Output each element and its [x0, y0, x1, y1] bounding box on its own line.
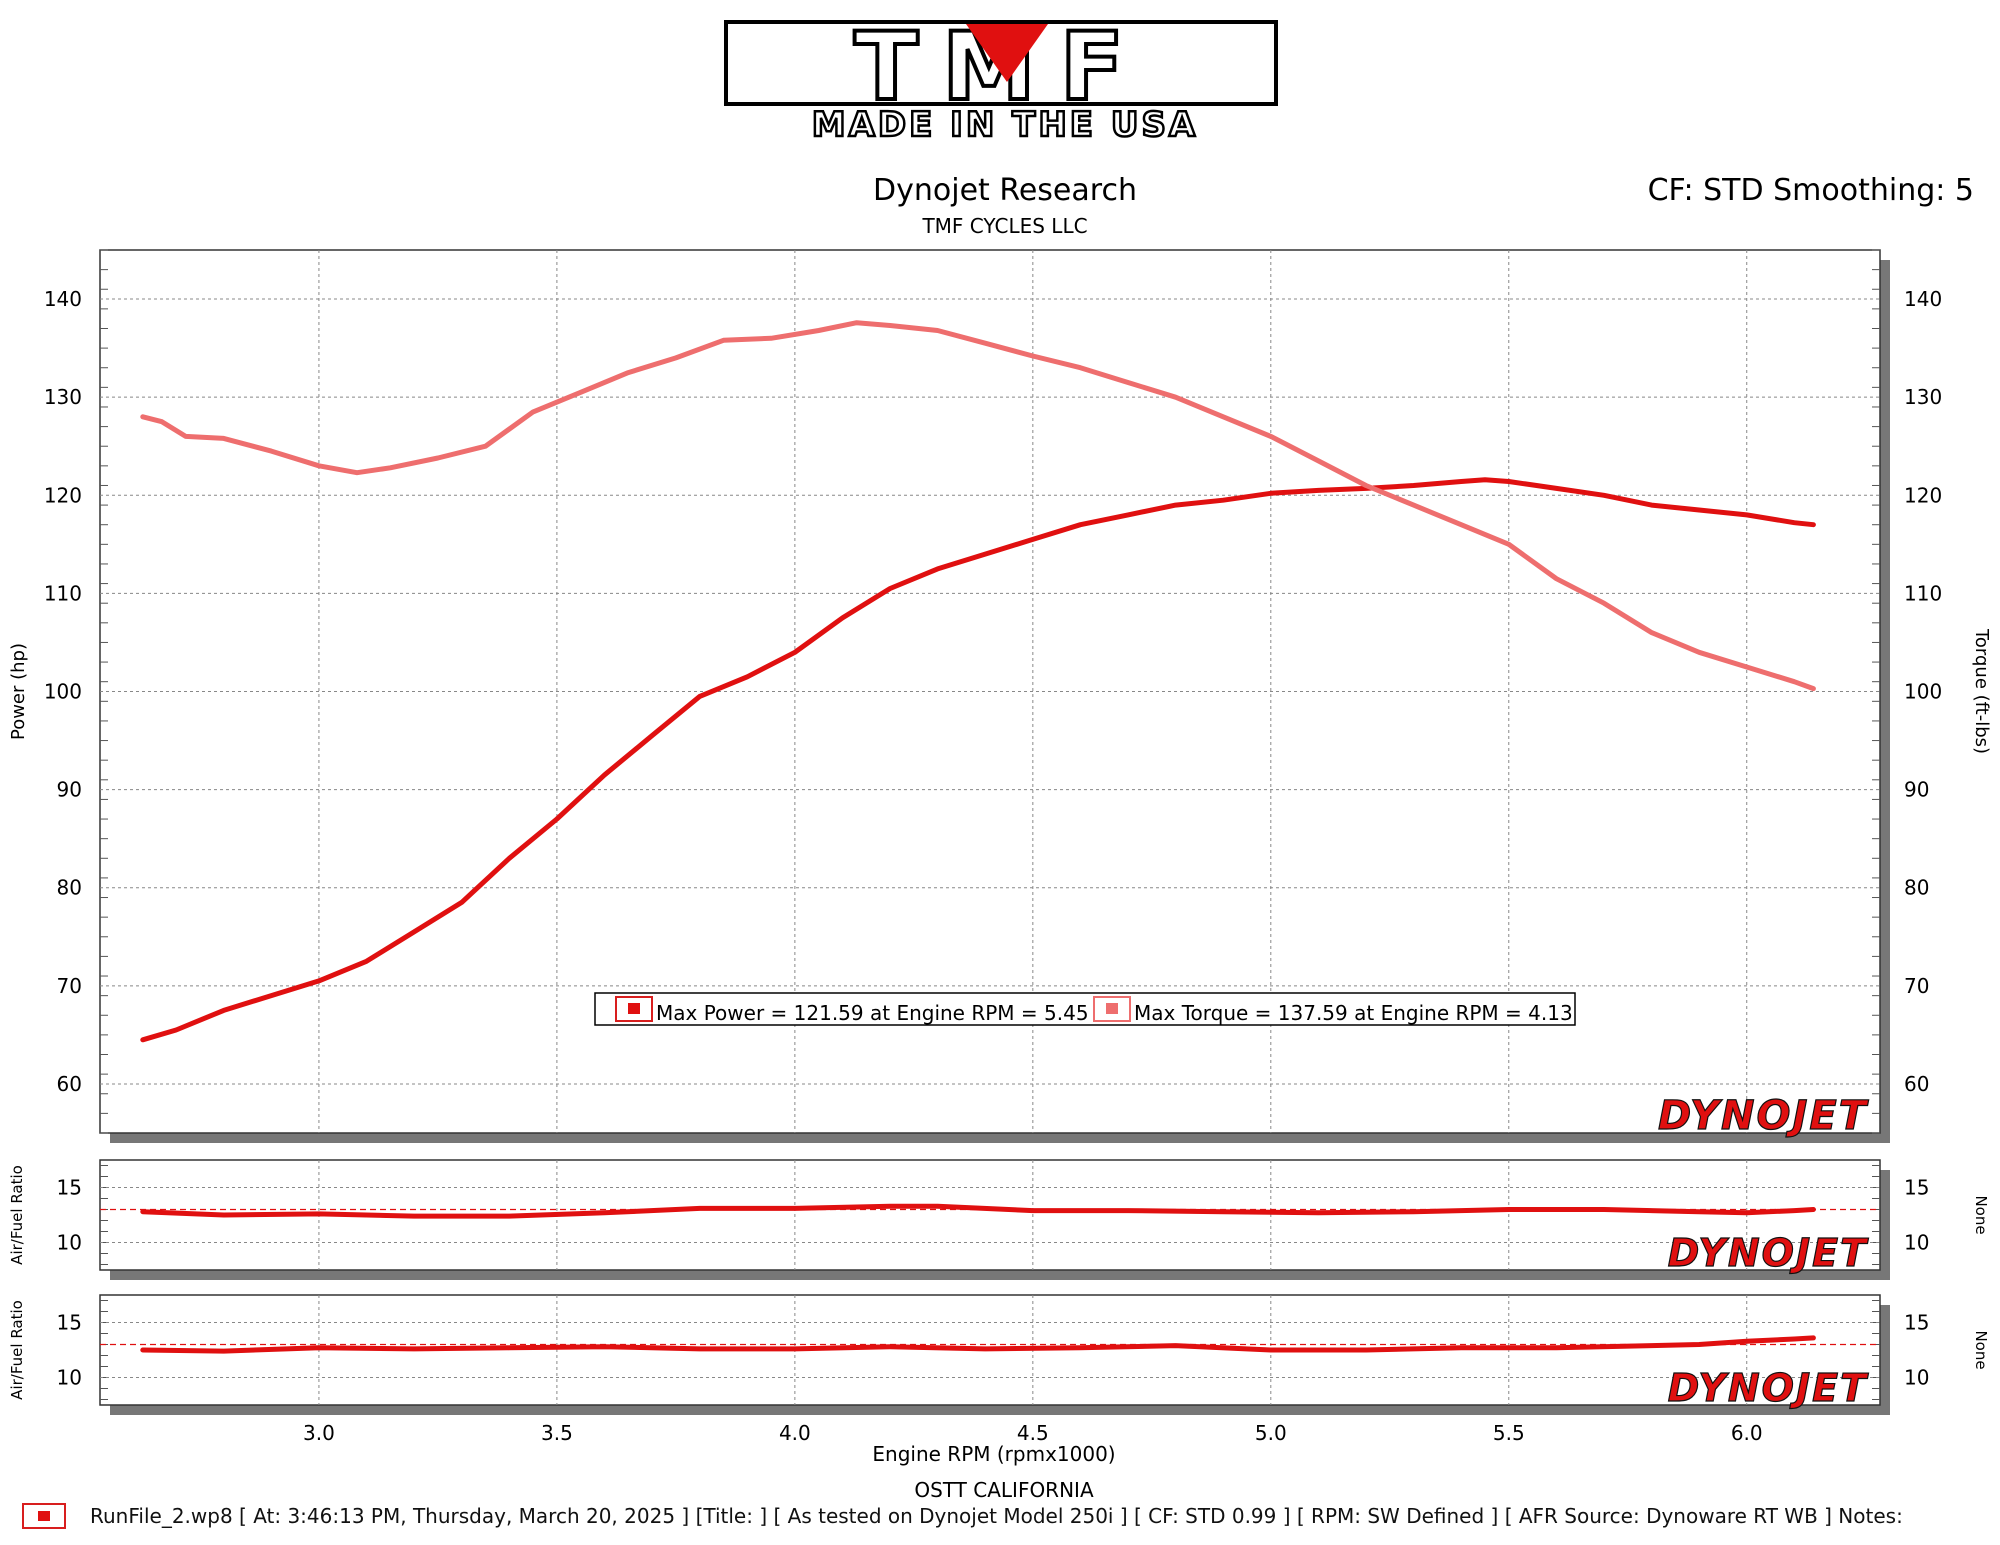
afr-panel-2: 10 10 15 15 Air/Fuel Ratio None DYNOJET 3.0 3.5 4…: [8, 1294, 1990, 1445]
y-tick-label: 120: [44, 483, 82, 507]
y2-tick-label: 60: [1904, 1072, 1929, 1096]
x-tick-label: 3.5: [541, 1421, 573, 1445]
legend-torque-label: Max Torque = 137.59 at Engine RPM = 4.13: [1134, 1001, 1573, 1025]
y2-tick-label: 15: [1904, 1311, 1929, 1335]
dynojet-watermark: DYNOJET: [1658, 1093, 1869, 1139]
run-file-icon[interactable]: [22, 1503, 66, 1529]
x-tick-label: 6.0: [1731, 1421, 1763, 1445]
y2-tick-label: 120: [1904, 483, 1942, 507]
y2-tick-label: 10: [1904, 1366, 1929, 1390]
y2-tick-label: 130: [1904, 385, 1942, 409]
y2-tick-label: 90: [1904, 778, 1929, 802]
series-line-power: [140, 477, 1816, 1043]
dynojet-watermark: DYNOJET: [1668, 1231, 1869, 1275]
chart-title: Dynojet Research: [873, 173, 1137, 208]
x-tick-label: 4.5: [1017, 1421, 1049, 1445]
afr-panel-1: 10 10 15 15 Air/Fuel Ratio None DYNOJET: [8, 1159, 1990, 1280]
y2-tick-label: 110: [1904, 581, 1942, 605]
y2-tick-label: 100: [1904, 680, 1942, 704]
logo-red-triangle: [966, 24, 1048, 82]
run-file-info: RunFile_2.wp8 [ At: 3:46:13 PM, Thursday…: [90, 1504, 1903, 1528]
run-info-footer: RunFile_2.wp8 [ At: 3:46:13 PM, Thursday…: [0, 1500, 2000, 1540]
y-tick-label: 15: [57, 1311, 82, 1335]
x-tick-label: 4.0: [779, 1421, 811, 1445]
x-axis-title: Engine RPM (rpmx1000): [872, 1442, 1115, 1466]
y-axis-title: Air/Fuel Ratio: [8, 1300, 26, 1400]
y-tick-label: 140: [44, 287, 82, 311]
y2-tick-label: 80: [1904, 876, 1929, 900]
y-tick-label: 15: [57, 1176, 82, 1200]
y2-tick-label: 10: [1904, 1231, 1929, 1255]
y-tick-label: 70: [57, 974, 82, 998]
dynojet-watermark: DYNOJET: [1668, 1366, 1869, 1410]
y-tick-label: 10: [57, 1366, 82, 1390]
x-tick-label: 5.0: [1255, 1421, 1287, 1445]
legend-power-label: Max Power = 121.59 at Engine RPM = 5.45: [656, 1001, 1089, 1025]
y-tick-label: 110: [44, 581, 82, 605]
y2-axis-title: None: [1972, 1195, 1990, 1234]
chart-subtitle: TMF CYCLES LLC: [921, 214, 1087, 238]
logo-tagline: MADE IN THE USA: [812, 105, 1199, 145]
y-tick-label: 10: [57, 1231, 82, 1255]
tmf-logo: TMF MADE IN THE USA: [724, 11, 1278, 146]
legend: Max Power = 121.59 at Engine RPM = 5.45 …: [594, 992, 1576, 1026]
y2-axis-title: Torque (ft-lbs): [1971, 628, 1992, 754]
y2-tick-label: 140: [1904, 287, 1942, 311]
y-axis-title: Power (hp): [8, 643, 29, 740]
y-tick-label: 130: [44, 385, 82, 409]
y2-tick-label: 70: [1904, 974, 1929, 998]
y2-axis-title: None: [1972, 1330, 1990, 1369]
correction-factor-label: CF: STD Smoothing: 5: [1648, 173, 1974, 208]
y-tick-label: 90: [57, 778, 82, 802]
y-axis-title: Air/Fuel Ratio: [8, 1165, 26, 1265]
y-tick-label: 80: [57, 876, 82, 900]
y-tick-label: 100: [44, 680, 82, 704]
x-tick-label: 5.5: [1493, 1421, 1525, 1445]
x-tick-label: 3.0: [303, 1421, 335, 1445]
legend-power-swatch: [615, 996, 653, 1022]
y-tick-label: 60: [57, 1072, 82, 1096]
location-label: OSTT CALIFORNIA: [914, 1478, 1094, 1502]
y2-tick-label: 15: [1904, 1176, 1929, 1200]
